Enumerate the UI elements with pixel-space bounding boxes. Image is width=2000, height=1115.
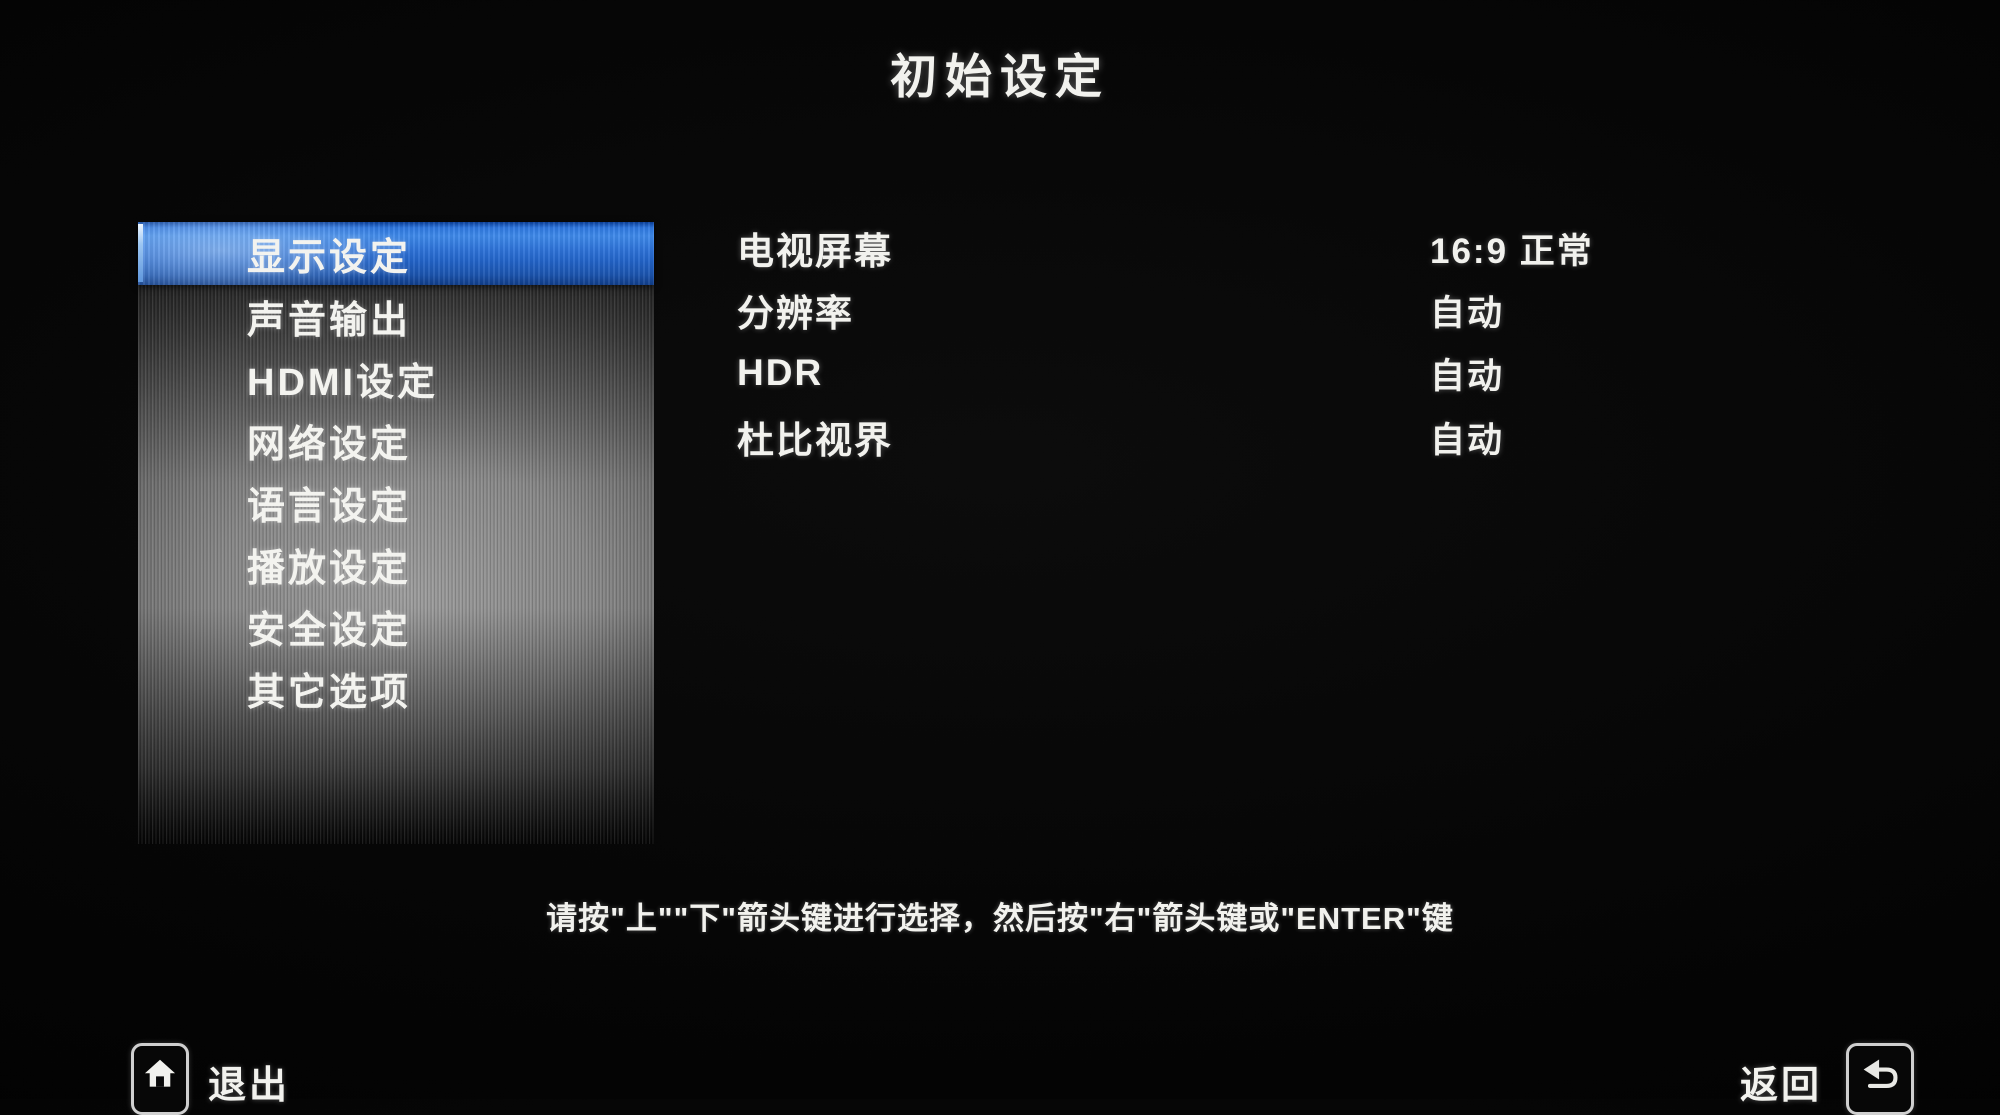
sidebar-item-label: 语言设定 bbox=[247, 485, 412, 528]
sidebar-item-playback[interactable]: 播放设定 bbox=[138, 533, 654, 595]
exit-label: 退出 bbox=[208, 1065, 291, 1107]
sidebar-item-network[interactable]: 网络设定 bbox=[138, 409, 654, 471]
sidebar-item-other[interactable]: 其它选项 bbox=[138, 657, 654, 719]
setting-row-hdr[interactable]: HDR 自动 bbox=[737, 351, 1737, 396]
setting-label: HDR bbox=[737, 352, 824, 393]
sidebar-item-label: 声音输出 bbox=[247, 299, 412, 342]
sidebar-item-audio[interactable]: 声音输出 bbox=[138, 285, 654, 347]
setting-label: 分辨率 bbox=[737, 293, 854, 334]
sidebar-item-hdmi[interactable]: HDMI设定 bbox=[138, 347, 654, 409]
sidebar-item-language[interactable]: 语言设定 bbox=[138, 471, 654, 533]
hint-text: 请按"上""下"箭头键进行选择，然后按"右"箭头键或"ENTER"键 bbox=[546, 901, 1454, 936]
sidebar-item-display[interactable]: 显示设定 bbox=[138, 222, 654, 285]
settings-panel: 电视屏幕 16:9 正常 分辨率 自动 HDR 自动 杜比视界 自动 bbox=[737, 222, 1737, 482]
back-label: 返回 bbox=[1740, 1065, 1823, 1107]
home-button[interactable] bbox=[131, 1043, 189, 1115]
sidebar-item-label: 安全设定 bbox=[247, 609, 412, 652]
sidebar-item-label: 播放设定 bbox=[247, 547, 412, 590]
setting-value: 自动 bbox=[1430, 356, 1505, 396]
setting-row-dolby-vision[interactable]: 杜比视界 自动 bbox=[737, 415, 1737, 461]
page-title: 初始设定 bbox=[890, 50, 1110, 103]
setting-row-tv-screen[interactable]: 电视屏幕 16:9 正常 bbox=[737, 226, 1737, 272]
sidebar-item-label: HDMI设定 bbox=[247, 361, 439, 404]
setting-value: 自动 bbox=[1430, 420, 1505, 460]
setting-label: 杜比视界 bbox=[737, 420, 893, 461]
setting-value: 自动 bbox=[1430, 293, 1505, 333]
sidebar-item-label: 其它选项 bbox=[247, 671, 412, 714]
home-icon bbox=[144, 1059, 176, 1087]
sidebar-item-label: 网络设定 bbox=[247, 423, 412, 466]
return-arrow-icon bbox=[1863, 1059, 1898, 1088]
sidebar-item-security[interactable]: 安全设定 bbox=[138, 595, 654, 657]
return-button[interactable] bbox=[1846, 1043, 1914, 1115]
settings-category-list: 显示设定 声音输出 HDMI设定 网络设定 语言设定 播放设定 安全设定 其它选… bbox=[138, 222, 654, 844]
setting-row-resolution[interactable]: 分辨率 自动 bbox=[737, 288, 1737, 334]
setting-label: 电视屏幕 bbox=[737, 231, 893, 272]
sidebar-item-label: 显示设定 bbox=[247, 237, 412, 279]
setting-value: 16:9 正常 bbox=[1430, 231, 1594, 271]
